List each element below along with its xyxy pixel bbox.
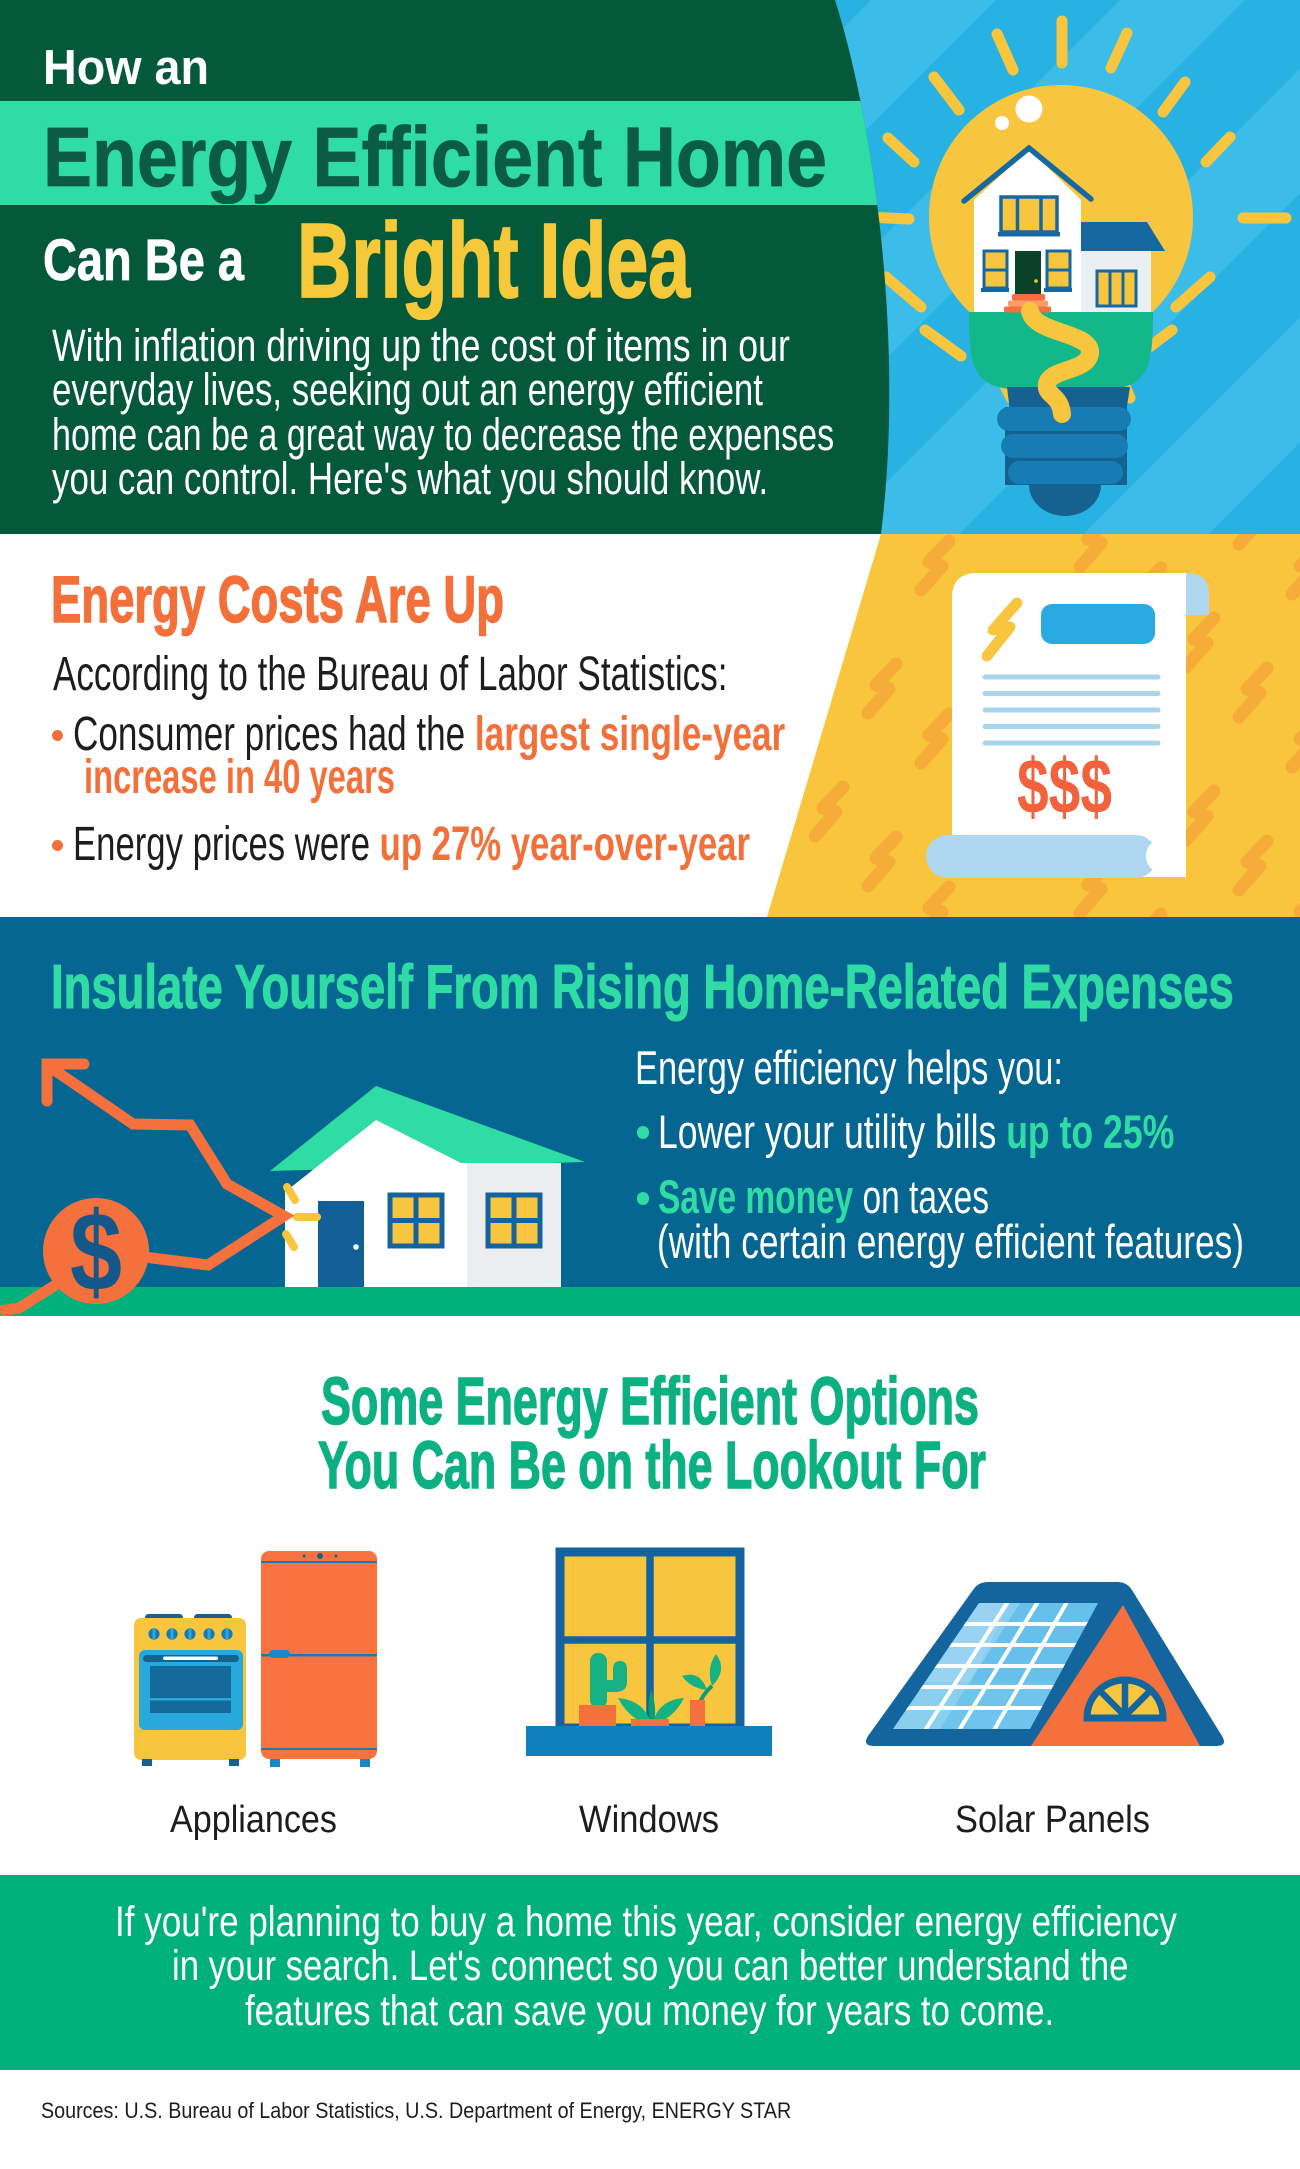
- svg-text:$: $: [70, 1189, 122, 1314]
- svg-text:$$$: $$$: [1017, 742, 1112, 830]
